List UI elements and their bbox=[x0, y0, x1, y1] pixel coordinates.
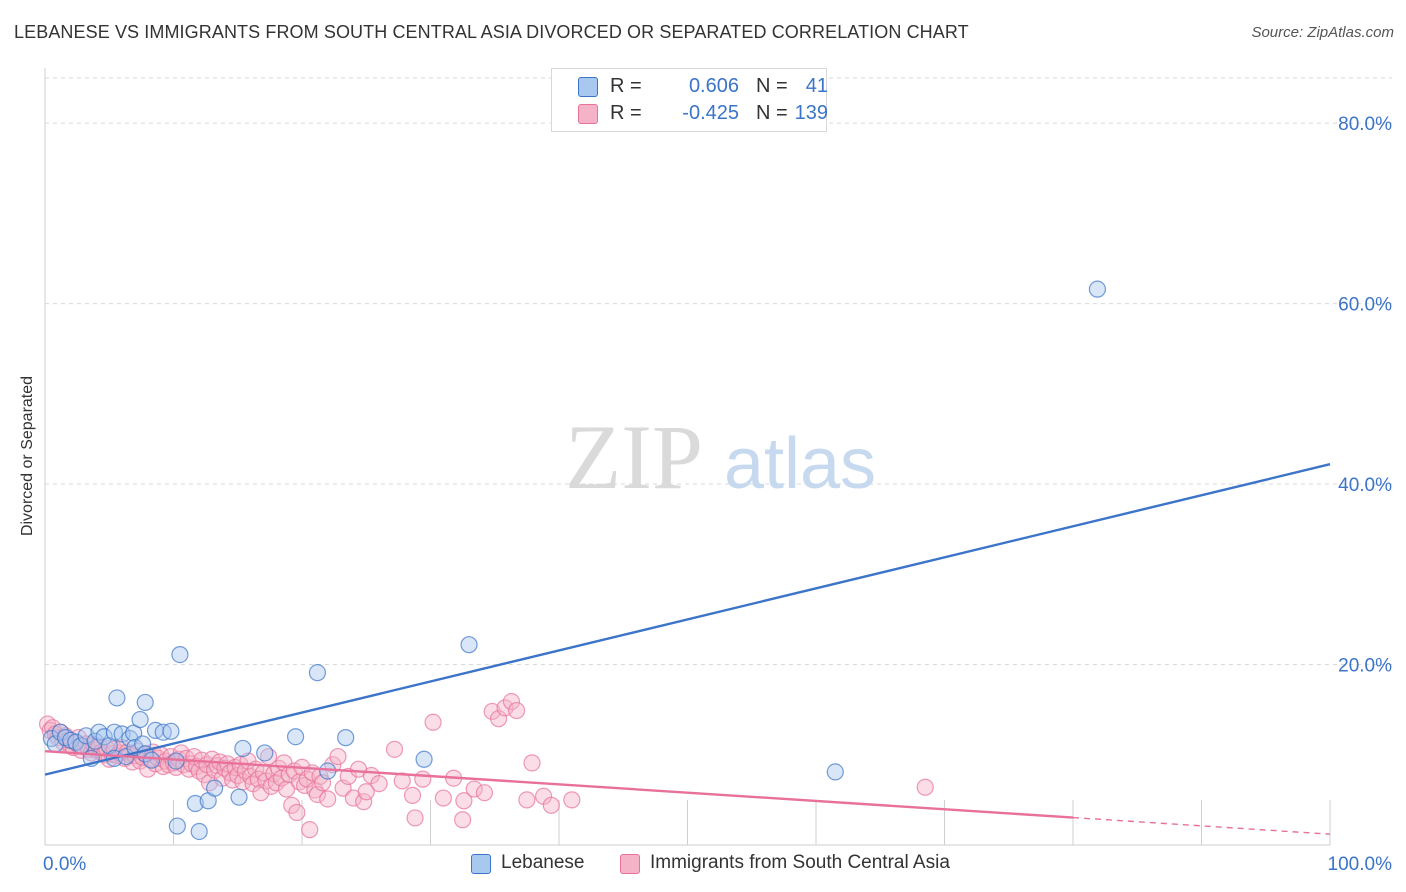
point-immigrants bbox=[319, 790, 337, 808]
point-immigrants bbox=[414, 770, 432, 788]
point-immigrants bbox=[385, 740, 404, 758]
point-lebanese bbox=[95, 728, 113, 746]
point-immigrants bbox=[393, 772, 411, 790]
point-lebanese bbox=[168, 817, 186, 835]
point-immigrants bbox=[288, 803, 306, 822]
point-immigrants bbox=[329, 747, 347, 766]
point-immigrants bbox=[195, 766, 213, 784]
points-layer bbox=[38, 280, 1107, 841]
point-lebanese bbox=[460, 636, 478, 654]
point-lebanese bbox=[286, 728, 305, 746]
trend-layer bbox=[44, 463, 1331, 835]
legend-swatch-lebanese bbox=[578, 77, 598, 97]
point-immigrants bbox=[483, 702, 501, 721]
y-tick-label: 40.0% bbox=[1338, 475, 1392, 496]
y-tick-label: 60.0% bbox=[1338, 295, 1392, 316]
series-legend-label: Lebanese bbox=[501, 852, 585, 873]
series-legend: Lebanese Immigrants from South Central A… bbox=[0, 852, 1406, 878]
trend-line-lebanese bbox=[44, 463, 1331, 776]
point-lebanese bbox=[136, 693, 154, 712]
point-immigrants bbox=[355, 793, 373, 811]
series-legend-swatch-immigrants bbox=[620, 854, 640, 874]
legend-r-value: 0.606 bbox=[688, 75, 739, 97]
point-immigrants bbox=[434, 789, 452, 807]
point-lebanese bbox=[826, 763, 844, 781]
point-immigrants bbox=[563, 791, 581, 809]
x-tick-label-start: 0.0% bbox=[43, 854, 86, 875]
legend-swatch-immigrants bbox=[578, 104, 598, 124]
point-lebanese bbox=[415, 750, 433, 768]
y-tick-label: 80.0% bbox=[1338, 114, 1392, 135]
series-legend-swatch-lebanese bbox=[471, 854, 491, 874]
point-lebanese bbox=[77, 727, 95, 745]
legend-n-label: N = bbox=[756, 75, 788, 97]
point-immigrants bbox=[454, 811, 472, 829]
point-lebanese bbox=[171, 646, 189, 664]
legend-r-value: -0.425 bbox=[682, 102, 739, 124]
point-lebanese bbox=[308, 664, 327, 682]
point-lebanese bbox=[1088, 280, 1107, 298]
x-tick-label-end: 100.0% bbox=[1328, 854, 1393, 875]
point-immigrants bbox=[465, 780, 483, 798]
point-immigrants bbox=[277, 780, 296, 798]
point-lebanese bbox=[337, 729, 355, 747]
stats-legend: R = 0.606 N = 41 R = -0.425 N = 139 bbox=[551, 68, 828, 132]
point-immigrants bbox=[357, 783, 375, 801]
point-lebanese bbox=[319, 762, 337, 780]
point-lebanese bbox=[256, 744, 274, 762]
trend-line-immigrants-extension bbox=[1072, 816, 1331, 835]
watermark: ZIP atlas bbox=[565, 406, 876, 508]
chart-title: LEBANESE VS IMMIGRANTS FROM SOUTH CENTRA… bbox=[14, 22, 969, 42]
chart-source: Source: ZipAtlas.com bbox=[1251, 24, 1394, 41]
point-immigrants bbox=[301, 821, 319, 839]
point-lebanese bbox=[56, 729, 75, 747]
y-tick-label: 20.0% bbox=[1338, 656, 1392, 677]
point-lebanese bbox=[162, 722, 180, 740]
point-immigrants bbox=[455, 792, 473, 810]
point-immigrants bbox=[916, 778, 934, 796]
point-lebanese bbox=[108, 689, 126, 707]
point-immigrants bbox=[502, 692, 521, 711]
point-lebanese bbox=[131, 710, 149, 729]
point-lebanese bbox=[186, 794, 204, 813]
point-immigrants bbox=[518, 791, 536, 809]
point-immigrants bbox=[507, 701, 526, 720]
legend-n-value: 41 bbox=[805, 75, 828, 97]
legend-r-label: R = bbox=[610, 75, 642, 97]
legend-n-value: 139 bbox=[794, 102, 828, 124]
grid-layer bbox=[45, 77, 1392, 666]
point-lebanese bbox=[230, 788, 248, 806]
tick-label-layer: 20.0% 40.0% 60.0% 80.0% 0.0% 100.0% bbox=[43, 114, 1392, 875]
watermark-zip: ZIP bbox=[565, 406, 703, 508]
point-immigrants bbox=[406, 809, 424, 827]
axis-layer bbox=[44, 68, 1331, 846]
legend-r-label: R = bbox=[610, 102, 642, 124]
point-lebanese bbox=[190, 822, 208, 841]
point-immigrants bbox=[424, 713, 442, 731]
point-immigrants bbox=[542, 796, 560, 814]
point-immigrants bbox=[403, 786, 422, 804]
point-immigrants bbox=[490, 710, 508, 728]
point-lebanese bbox=[234, 739, 252, 758]
legend-n-label: N = bbox=[756, 102, 788, 124]
point-immigrants bbox=[523, 754, 541, 772]
trend-line-immigrants bbox=[44, 749, 1074, 819]
watermark-atlas: atlas bbox=[724, 424, 876, 504]
point-immigrants bbox=[370, 775, 388, 793]
series-legend-label: Immigrants from South Central Asia bbox=[650, 852, 950, 873]
point-immigrants bbox=[475, 784, 494, 802]
point-lebanese bbox=[206, 779, 224, 797]
point-lebanese bbox=[143, 751, 161, 769]
